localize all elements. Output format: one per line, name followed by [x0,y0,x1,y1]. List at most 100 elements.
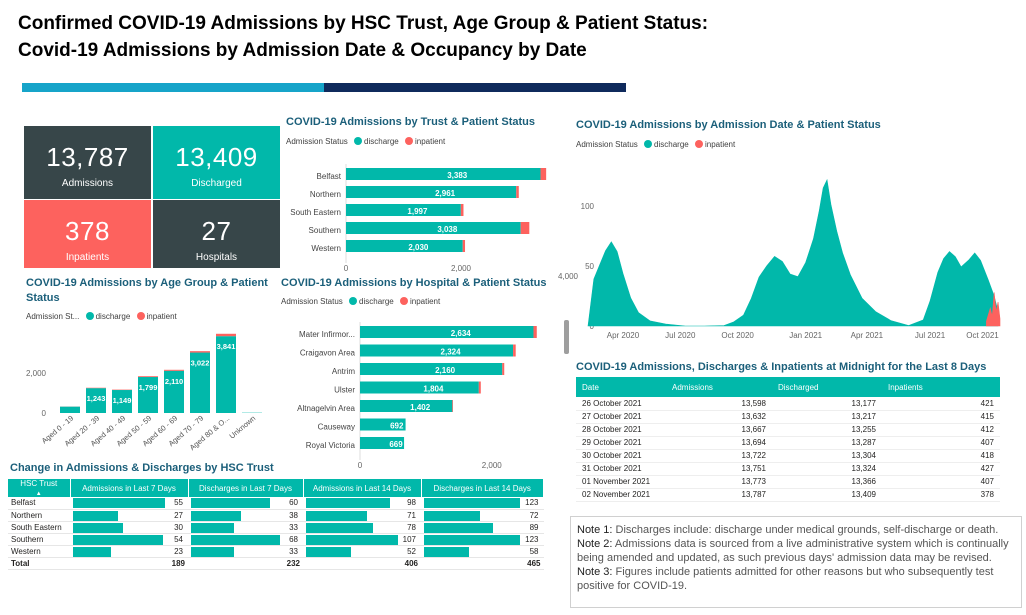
discharges-7-cell: 33 [188,521,303,534]
kpi-discharged[interactable]: 13,409 Discharged [153,126,280,199]
admissions-14-cell: 78 [303,521,421,534]
admissions-cell: 13,632 [666,410,772,424]
discharge-bar [360,363,503,375]
kpi-inpatients[interactable]: 378 Inpatients [24,200,151,268]
table-row[interactable]: South Eastern 30 33 78 89 [8,521,544,534]
col-admissions[interactable]: Admissions [666,377,772,397]
title-line-1: Confirmed COVID-19 Admissions by HSC Tru… [18,13,709,34]
age-chart-legend: Admission St... discharge inpatient [26,312,177,321]
sort-up-icon: ▲ [35,491,42,497]
discharged-cell: 13,304 [772,449,882,463]
table-row[interactable]: Western 23 33 52 58 [8,545,544,558]
table-row[interactable]: 28 October 2021 13,667 13,255 412 [576,423,1000,437]
category-label: Northern [310,190,341,199]
discharge-dot-icon [85,312,94,320]
y-tick-label: 0 [42,409,47,418]
category-label: Royal Victoria [306,441,356,450]
table-row[interactable]: 26 October 2021 13,598 13,177 421 [576,397,1000,411]
legend-inpatient[interactable]: inpatient [414,137,446,146]
admissions-cell: 13,722 [666,449,772,463]
legend-discharge[interactable]: discharge [364,137,399,146]
cell-value: 54 [174,534,183,544]
data-bar [424,498,520,509]
table-row[interactable]: 29 October 2021 13,694 13,287 407 [576,436,1000,450]
discharge-bar [360,400,453,412]
admissions-cell: 13,694 [666,436,772,450]
cell-value: 27 [174,510,183,520]
date-cell: 31 October 2021 [576,462,666,476]
cell-value: 52 [407,546,416,556]
col-admissions-7[interactable]: Admissions in Last 7 Days [70,479,189,497]
trust-chart-legend: Admission Status discharge inpatient [286,137,445,146]
data-bar [424,546,470,557]
hospital-chart-title: COVID-19 Admissions by Hospital & Patien… [281,277,547,289]
cell-value: 38 [289,510,298,520]
inpatient-dot-icon [399,297,408,305]
x-tick-label: 0 [344,264,349,273]
discharge-bar [190,352,210,413]
legend-label: Admission Status [286,137,348,146]
discharged-cell: 13,255 [772,423,882,437]
discharges-7-cell: 33 [188,545,303,558]
discharge-bar [346,222,521,234]
legend-inpatient[interactable]: inpatient [704,140,736,149]
admissions-cell: 13,773 [666,475,772,489]
col-discharges-7[interactable]: Discharges in Last 7 Days [188,479,304,497]
discharges-14-cell: 123 [421,497,544,510]
table-row[interactable]: 02 November 2021 13,787 13,409 378 [576,488,1000,502]
kpi-hospitals[interactable]: 27 Hospitals [153,200,280,268]
total-a14-cell: 406 [303,556,421,570]
table-row[interactable]: 31 October 2021 13,751 13,324 427 [576,462,1000,476]
discharges-14-cell: 72 [421,509,544,522]
discharges-14-cell: 123 [421,533,544,546]
discharge-bar [360,344,514,357]
legend-discharge[interactable]: discharge [654,140,689,149]
x-tick-label: Apr 2021 [851,331,884,340]
inpatient-bar [533,326,537,338]
discharge-bar [60,406,80,413]
x-tick-label: Oct 2020 [721,331,754,340]
inpatient-bar [138,376,158,378]
legend-discharge[interactable]: discharge [95,312,131,321]
col-discharges-14[interactable]: Discharges in Last 14 Days [421,479,544,497]
date-cell: 02 November 2021 [576,488,666,502]
trust-cell: Northern [8,509,70,522]
kpi-value: 13,409 [175,142,258,172]
table-row[interactable]: 27 October 2021 13,632 13,217 415 [576,410,1000,424]
scrollbar-thumb[interactable] [564,320,569,354]
data-label: 2,110 [165,377,183,386]
x-tick-label: 2,000 [451,264,472,273]
total-label: Total [8,556,70,570]
data-label: 2,324 [441,348,462,357]
admissions-7-cell: 27 [70,509,188,522]
table-row[interactable]: 30 October 2021 13,722 13,304 418 [576,449,1000,463]
col-hsc-trust[interactable]: HSC Trust ▲ [8,479,71,497]
trust-chart: Belfast 3,383 Northern 2,961 South Eastern 1,… [290,164,547,273]
x-tick-label: 0 [358,461,363,470]
table-row[interactable]: Northern 27 38 71 72 [8,509,544,522]
discharges-14-cell: 58 [421,545,544,558]
col-date[interactable]: Date [576,377,666,397]
table-row[interactable]: 01 November 2021 13,773 13,366 407 [576,475,1000,489]
discharge-bar [360,418,406,431]
col-inpatients[interactable]: Inpatients [882,377,1000,397]
col-discharged[interactable]: Discharged [772,377,882,397]
trust-cell: Southern [8,533,70,546]
note-1: Note 1: Discharges include: discharge un… [577,524,999,536]
inpatient-bar [520,222,530,234]
inpatient-bar [513,344,516,357]
data-label: 1,402 [410,403,431,412]
col-admissions-14[interactable]: Admissions in Last 14 Days [303,479,422,497]
table-row[interactable]: Southern 54 68 107 123 [8,533,544,546]
inpatients-cell: 415 [882,410,1000,424]
legend-discharge[interactable]: discharge [359,297,394,306]
table-row[interactable]: Belfast 55 60 98 123 [8,497,544,510]
kpi-admissions[interactable]: 13,787 Admissions [24,126,151,199]
inpatient-dot-icon [404,137,413,145]
cell-value: 55 [174,498,183,508]
date-table: Date Admissions Discharged Inpatients 26… [576,377,1000,502]
discharged-cell: 13,287 [772,436,882,450]
legend-inpatient[interactable]: inpatient [146,312,177,321]
legend-inpatient[interactable]: inpatient [409,297,441,306]
trust-cell: South Eastern [8,521,70,534]
